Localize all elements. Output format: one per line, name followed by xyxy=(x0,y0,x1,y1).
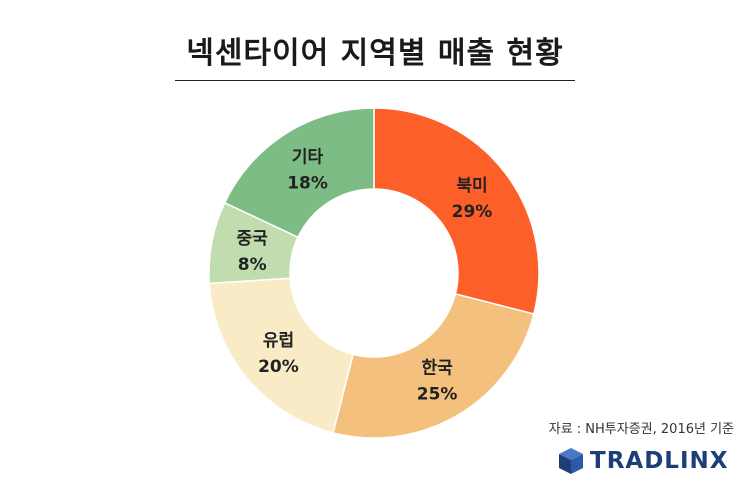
logo-text: TRADLINX xyxy=(590,448,729,474)
slice-label-1: 한국 xyxy=(421,359,453,379)
slice-label-4: 기타 xyxy=(292,147,324,167)
slice-4 xyxy=(223,107,375,239)
slice-value-4: 18% xyxy=(287,173,328,193)
slice-label-3: 중국 xyxy=(237,229,269,249)
slice-0 xyxy=(373,107,540,315)
tradlinx-logo: TRADLINX xyxy=(558,446,729,476)
source-note: 자료 : NH투자증권, 2016년 기준 xyxy=(548,422,734,437)
slice-1 xyxy=(332,292,535,439)
chart-title: 넥센타이어 지역별 매출 현황 xyxy=(186,36,564,71)
slice-2 xyxy=(208,277,355,434)
slice-value-0: 29% xyxy=(452,202,493,222)
title-underline xyxy=(175,80,575,81)
slice-value-1: 25% xyxy=(417,385,458,405)
cube-logo-icon xyxy=(559,448,583,474)
slice-label-2: 유럽 xyxy=(263,331,294,351)
slice-label-0: 북미 xyxy=(456,176,487,196)
slice-value-2: 20% xyxy=(258,357,299,377)
slice-value-3: 8% xyxy=(238,255,267,275)
